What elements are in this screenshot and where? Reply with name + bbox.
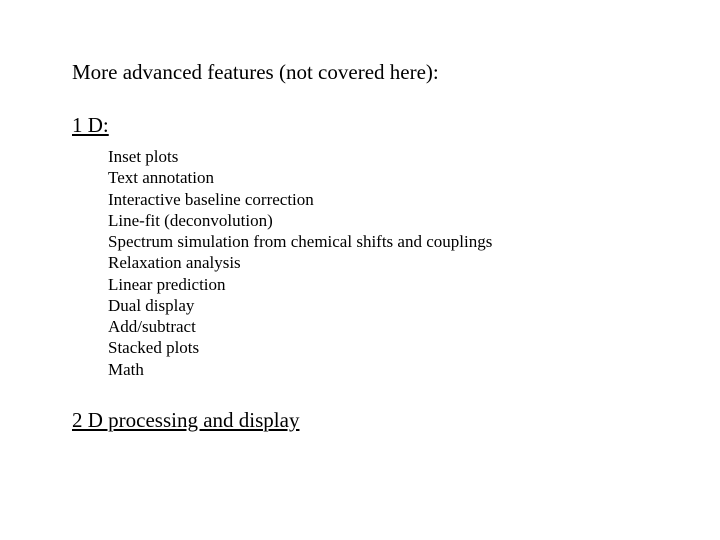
page-heading: More advanced features (not covered here… <box>72 60 720 85</box>
list-item: Stacked plots <box>108 337 720 358</box>
list-item: Dual display <box>108 295 720 316</box>
list-item: Linear prediction <box>108 274 720 295</box>
list-item: Text annotation <box>108 167 720 188</box>
list-item: Spectrum simulation from chemical shifts… <box>108 231 720 252</box>
list-item: Relaxation analysis <box>108 252 720 273</box>
list-item: Inset plots <box>108 146 720 167</box>
section-1d-list: Inset plots Text annotation Interactive … <box>108 146 720 380</box>
list-item: Math <box>108 359 720 380</box>
section-2d-title: 2 D processing and display <box>72 408 720 433</box>
list-item: Add/subtract <box>108 316 720 337</box>
section-1d-title: 1 D: <box>72 113 720 138</box>
list-item: Line-fit (deconvolution) <box>108 210 720 231</box>
list-item: Interactive baseline correction <box>108 189 720 210</box>
